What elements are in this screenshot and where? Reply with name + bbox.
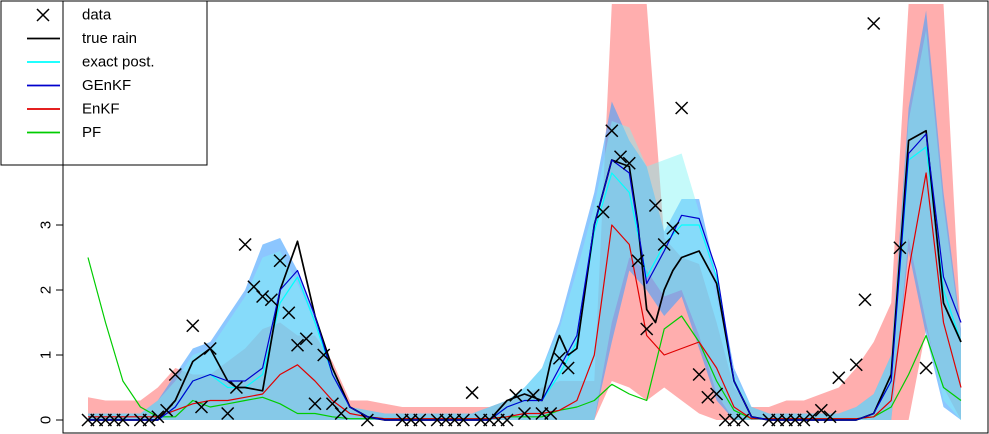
data-point [526,388,540,402]
legend-items: data true rain exact post. GEnKF EnKF PF [27,7,155,141]
plot-frame [62,0,989,434]
legend-item-pf: PF [27,124,101,141]
data-point [317,348,331,362]
data-point [858,293,872,307]
legend-label: true rain [82,30,137,47]
legend-label: EnKF [82,101,120,118]
y-tick-label: 2 [38,286,55,294]
data-point [893,241,907,255]
data-point [299,332,313,346]
data-point [823,410,837,424]
data-point [849,358,863,372]
data-point [151,410,165,424]
data-point [613,150,628,164]
data-point [194,400,209,414]
data-point [465,386,479,400]
data-point [517,406,532,421]
data-point [832,371,846,385]
data-point [238,237,252,252]
data-point [142,413,156,427]
y-tick-label: 3 [38,221,55,229]
data-point [648,198,662,213]
data-point [561,361,575,375]
data-point [692,367,706,382]
data-point [203,341,217,356]
legend: data true rain exact post. GEnKF EnKF PF [0,0,208,166]
data-point [308,397,322,411]
band-genkf [88,10,961,420]
data-point [413,413,427,427]
data-point [710,387,724,401]
legend-item-data: data [36,7,112,24]
data-point [273,254,287,268]
data-point [666,221,680,235]
data-point [334,406,348,421]
data-point [640,322,654,336]
data-point [290,338,305,352]
y-tick-label: 1 [38,351,55,359]
data-point [867,16,881,31]
data-point [919,361,933,375]
data-point [500,413,514,427]
data-points [82,16,933,427]
data-point [282,306,296,320]
data-point [116,413,130,427]
legend-symbol [36,8,50,22]
data-point [605,124,619,138]
data-point [814,403,828,417]
data-point [256,289,270,304]
legend-label: data [82,7,112,24]
credible-bands [88,4,961,420]
data-point [797,413,811,427]
legend-item-enkf: EnKF [27,101,120,118]
legend-box [0,0,208,166]
data-point [264,293,278,307]
band-exact-post [88,30,961,420]
data-point [675,101,689,115]
legend-item-exact-post: exact post. [27,54,155,71]
legend-item-genkf: GEnKF [27,77,131,94]
data-point [509,388,523,402]
data-point [622,156,636,170]
data-point [631,254,645,268]
data-point [229,380,243,395]
legend-label: GEnKF [82,77,131,94]
data-point [221,406,235,421]
data-point [360,413,374,427]
data-point [657,237,671,252]
legend-label: PF [82,124,101,141]
data-point [168,367,182,382]
data-point [160,403,174,417]
data-point [806,410,820,424]
data-point [596,205,610,219]
data-point [701,390,715,404]
legend-label: exact post. [82,54,155,71]
data-point [456,413,470,427]
data-point [736,413,750,427]
legend-item-true-rain: true rain [27,30,137,47]
y-tick-label: 0 [38,416,55,424]
series-line-genkf [88,133,962,421]
data-point [544,406,558,421]
data-point [186,319,200,333]
